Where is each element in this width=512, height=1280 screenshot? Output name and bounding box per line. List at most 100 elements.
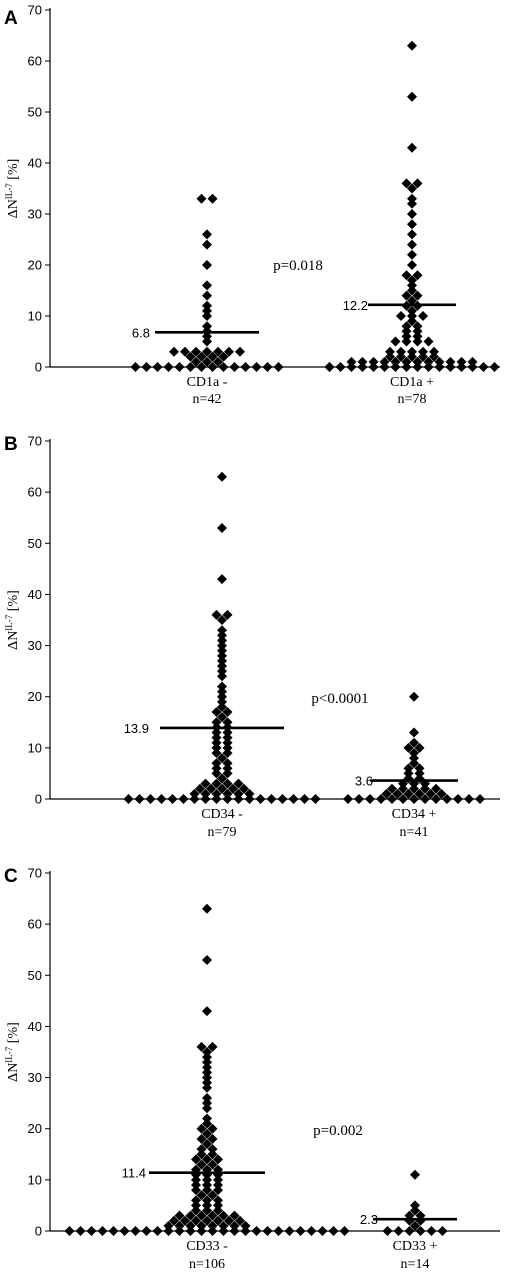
data-point (211, 737, 222, 748)
data-point (434, 356, 445, 367)
data-point (211, 763, 222, 774)
data-point (207, 1159, 218, 1170)
data-point (339, 1226, 350, 1236)
data-point (202, 1006, 212, 1017)
y-tick-label: 10 (28, 309, 42, 324)
data-point (202, 356, 212, 367)
data-point (244, 794, 255, 804)
mean-label: 2.3 (360, 1212, 378, 1227)
data-point (262, 362, 273, 372)
data-point (239, 783, 249, 794)
data-point (379, 362, 390, 372)
data-point (217, 630, 227, 641)
data-point (211, 794, 222, 804)
y-tick-label: 60 (28, 54, 42, 69)
data-point (412, 270, 423, 281)
data-point (222, 707, 233, 718)
data-point (453, 794, 463, 804)
data-point (420, 783, 430, 794)
data-point (425, 788, 436, 799)
data-point (213, 1174, 223, 1185)
data-point (412, 331, 423, 342)
data-point (217, 574, 227, 585)
data-point (407, 209, 417, 219)
data-point (207, 1190, 218, 1201)
data-point (191, 356, 201, 367)
y-tick-label: 30 (28, 1070, 42, 1085)
data-point (218, 1226, 229, 1236)
data-point (156, 794, 167, 804)
data-point (423, 362, 434, 372)
data-point (407, 311, 417, 321)
data-point (191, 1205, 201, 1216)
data-point (436, 788, 447, 799)
data-point (251, 1226, 262, 1236)
data-point (407, 40, 417, 51)
data-point (376, 794, 386, 804)
data-point (382, 1226, 393, 1236)
data-point (240, 362, 251, 372)
data-point (273, 362, 284, 372)
data-point (130, 362, 141, 372)
data-point (222, 794, 233, 804)
data-point (467, 356, 478, 367)
panel-a: A 0 10 20 30 40 50 60 70 ΔNIL-7 [%] p=0.018 6.8 CD1a… (4, 3, 500, 407)
data-point (409, 758, 419, 769)
data-point (343, 794, 353, 804)
data-point (202, 1062, 212, 1073)
data-point (381, 788, 392, 799)
data-point (202, 1113, 212, 1124)
data-point (414, 742, 425, 753)
data-point (191, 1174, 201, 1185)
data-point (196, 1041, 207, 1052)
data-point (130, 1226, 141, 1236)
y-tick-label: 50 (28, 536, 42, 551)
data-point (407, 229, 417, 240)
data-point (185, 351, 196, 362)
data-point (145, 794, 156, 804)
data-point (202, 1052, 212, 1063)
data-point (409, 783, 419, 794)
panel-letter: B (4, 434, 18, 455)
data-point (200, 788, 211, 799)
data-point (213, 1195, 223, 1206)
data-point (213, 1154, 223, 1165)
data-point (412, 178, 423, 189)
data-point (407, 285, 417, 296)
data-point (445, 362, 456, 372)
data-point (407, 346, 417, 357)
data-point (202, 311, 212, 321)
data-point (211, 707, 222, 718)
data-point (403, 742, 414, 753)
data-point (191, 1154, 201, 1165)
data-point (489, 362, 500, 372)
data-point (218, 1220, 229, 1231)
data-point (222, 742, 233, 753)
data-point (217, 783, 227, 794)
data-point (196, 362, 207, 372)
data-point (217, 696, 227, 707)
data-point (222, 609, 233, 620)
data-point (404, 1226, 415, 1236)
data-point (235, 346, 245, 357)
data-point (409, 753, 419, 764)
data-point (202, 903, 212, 914)
data-point (233, 788, 244, 799)
data-point (222, 732, 233, 743)
data-point (86, 1226, 97, 1236)
p-value-label: p=0.002 (313, 1123, 363, 1139)
data-point (195, 783, 205, 794)
data-point (409, 737, 419, 748)
data-point (437, 1226, 448, 1236)
data-point (202, 1082, 212, 1093)
mean-label: 13.9 (124, 721, 149, 736)
data-point (218, 1210, 229, 1221)
y-tick-label: 0 (35, 360, 42, 375)
data-point (409, 727, 419, 738)
data-point (202, 1154, 212, 1165)
data-point (420, 794, 430, 804)
data-point (412, 356, 423, 367)
y-tick-label: 20 (28, 689, 42, 704)
data-point (217, 773, 227, 784)
data-point (213, 346, 223, 357)
